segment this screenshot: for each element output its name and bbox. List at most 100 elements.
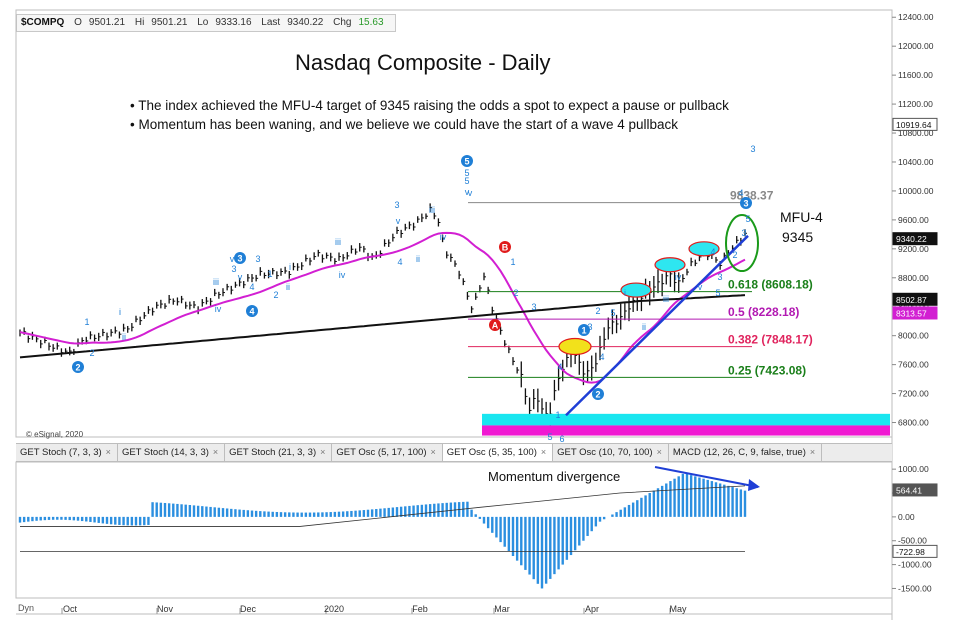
- oscillator-bar: [176, 503, 179, 517]
- oscillator-bar: [89, 516, 92, 522]
- oscillator-bar: [114, 516, 117, 525]
- oscillator-bar: [64, 516, 67, 520]
- oscillator-bar: [31, 516, 34, 522]
- wave-label: 1: [510, 257, 515, 267]
- oscillator-bar: [242, 509, 245, 517]
- oscillator-bar: [694, 476, 697, 517]
- wave-label: 4: [710, 247, 715, 257]
- indicator-tab-4[interactable]: GET Osc (5, 35, 100) ×: [442, 444, 554, 461]
- oscillator-bar: [416, 505, 419, 517]
- oscillator-bar: [221, 508, 225, 517]
- wave-label: 5: [464, 176, 469, 186]
- wave-label: 1: [84, 317, 89, 327]
- oscillator-bar: [520, 516, 523, 566]
- wave-label: 2: [273, 290, 278, 300]
- close-icon[interactable]: ×: [430, 447, 436, 457]
- indicator-tab-label: GET Stoch (21, 3, 3): [229, 447, 317, 458]
- oscillator-bar: [495, 516, 498, 538]
- copyright: © eSignal, 2020: [26, 430, 84, 439]
- oscillator-bar: [217, 507, 221, 517]
- osc-y-tick-label: 1000.00: [898, 464, 929, 474]
- oscillator-bar: [51, 516, 55, 520]
- oscillator-bar: [685, 473, 689, 517]
- indicator-tab-5[interactable]: GET Osc (10, 70, 100) ×: [553, 444, 669, 461]
- fib-level-label: 0.382 (7848.17): [728, 333, 813, 347]
- oscillator-bar: [333, 511, 337, 517]
- osc-price-label-box: [892, 544, 938, 558]
- oscillator-bar: [358, 510, 361, 517]
- oscillator-bar: [201, 506, 204, 517]
- indicator-tab-1[interactable]: GET Stoch (14, 3, 3) ×: [118, 444, 226, 461]
- indicator-tab-3[interactable]: GET Osc (5, 17, 100) ×: [332, 444, 443, 461]
- oscillator-bar: [263, 511, 266, 517]
- wave-label: 3: [231, 264, 236, 274]
- indicator-tab-0[interactable]: GET Stoch (7, 3, 3) ×: [16, 444, 118, 461]
- oscillator-bar: [710, 481, 714, 517]
- oscillator-bar: [652, 490, 656, 517]
- wave-label: iv: [440, 232, 447, 242]
- oscillator-bar: [644, 495, 647, 517]
- oscillator-bar: [540, 516, 544, 589]
- wave-label: 3: [750, 144, 755, 154]
- oscillator-bar: [43, 516, 47, 521]
- y-tick-label: 9200.00: [898, 244, 929, 254]
- oscillator-bar: [611, 514, 614, 517]
- wave-label: 4: [599, 352, 604, 362]
- symbol: $COMPQ: [21, 17, 65, 28]
- close-icon[interactable]: ×: [105, 447, 111, 457]
- close-icon[interactable]: ×: [212, 447, 219, 457]
- wave-label: iii: [429, 205, 435, 215]
- wave-label: iv: [215, 304, 222, 314]
- oscillator-bar: [399, 506, 403, 517]
- oscillator-bar: [225, 508, 229, 517]
- oscillator-bar: [466, 501, 469, 517]
- high-label: Hi: [134, 17, 145, 28]
- oscillator-bar: [337, 511, 341, 517]
- oscillator-bar: [18, 516, 22, 523]
- wave-label: i: [119, 307, 121, 317]
- oscillator-bar: [267, 511, 270, 517]
- wave-circle-label: 1: [581, 326, 586, 336]
- wave-label: 6: [559, 434, 564, 444]
- oscillator-bar: [482, 516, 486, 524]
- oscillator-bars: [18, 473, 747, 589]
- oscillator-bar: [126, 516, 129, 526]
- oscillator-bar: [329, 512, 332, 517]
- osc-y-tick-label: 0.00: [898, 512, 915, 522]
- close-icon[interactable]: ×: [320, 447, 326, 457]
- osc-price-label: -722.98: [896, 547, 925, 557]
- oscillator-bar: [151, 502, 154, 517]
- close-icon[interactable]: ×: [656, 447, 662, 457]
- close-icon[interactable]: ×: [809, 447, 816, 457]
- oscillator-bar: [196, 505, 200, 517]
- oscillator-bar: [85, 516, 88, 522]
- wave-circle-label: 5: [464, 157, 469, 167]
- oscillator-bar: [383, 508, 386, 517]
- oscillator-bar: [623, 507, 627, 517]
- oscillator-bar: [366, 509, 370, 517]
- x-tick-label: Mar: [494, 604, 510, 614]
- oscillator-bar: [557, 516, 560, 570]
- wave-label: iv: [339, 270, 346, 280]
- oscillator-bar: [619, 509, 622, 517]
- wave-label: 4: [397, 257, 402, 267]
- y-tick-label: 10800.00: [898, 128, 934, 138]
- oscillator-bar: [569, 516, 573, 556]
- highlight-ellipse: [688, 241, 720, 257]
- oscillator-bar: [321, 512, 324, 517]
- oscillator-bar: [205, 506, 208, 517]
- open-label: O: [74, 17, 82, 28]
- oscillator-bar: [723, 484, 726, 517]
- momentum-annotation: Momentum divergence: [488, 469, 620, 484]
- indicator-tab-2[interactable]: GET Stoch (21, 3, 3) ×: [225, 444, 333, 461]
- oscillator-bar: [718, 483, 722, 517]
- oscillator-bar: [230, 508, 233, 517]
- dyn-button[interactable]: Dyn: [18, 603, 35, 613]
- oscillator-bar: [420, 504, 424, 517]
- wave-circle: [246, 305, 258, 317]
- close-icon[interactable]: ×: [540, 447, 547, 457]
- wave-label: 3: [394, 200, 399, 210]
- indicator-tab-6[interactable]: MACD (12, 26, C, 9, false, true) ×: [669, 444, 823, 461]
- wave-circle: [740, 197, 752, 209]
